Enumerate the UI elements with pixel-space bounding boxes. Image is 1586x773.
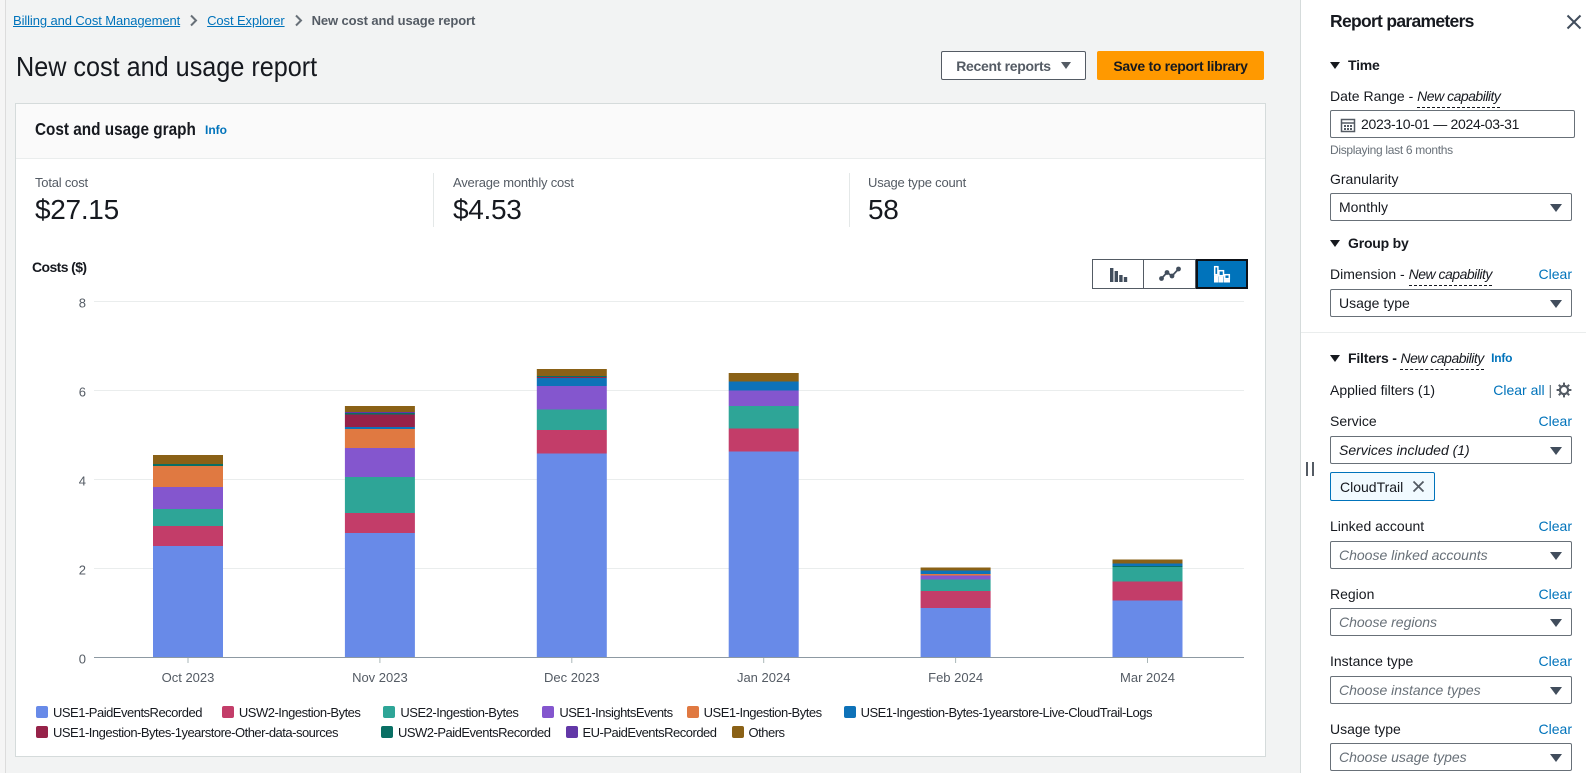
svg-text:Dec 2023: Dec 2023 [544,670,600,685]
svg-text:Mar 2024: Mar 2024 [1120,670,1175,685]
svg-text:8: 8 [79,296,86,311]
svg-text:Oct 2023: Oct 2023 [162,670,215,685]
svg-text:Feb 2024: Feb 2024 [928,670,983,685]
svg-text:2: 2 [79,563,86,578]
svg-text:Nov 2023: Nov 2023 [352,670,408,685]
svg-text:4: 4 [79,474,86,489]
svg-text:6: 6 [79,385,86,400]
svg-text:Jan 2024: Jan 2024 [737,670,791,685]
svg-text:0: 0 [79,652,86,667]
